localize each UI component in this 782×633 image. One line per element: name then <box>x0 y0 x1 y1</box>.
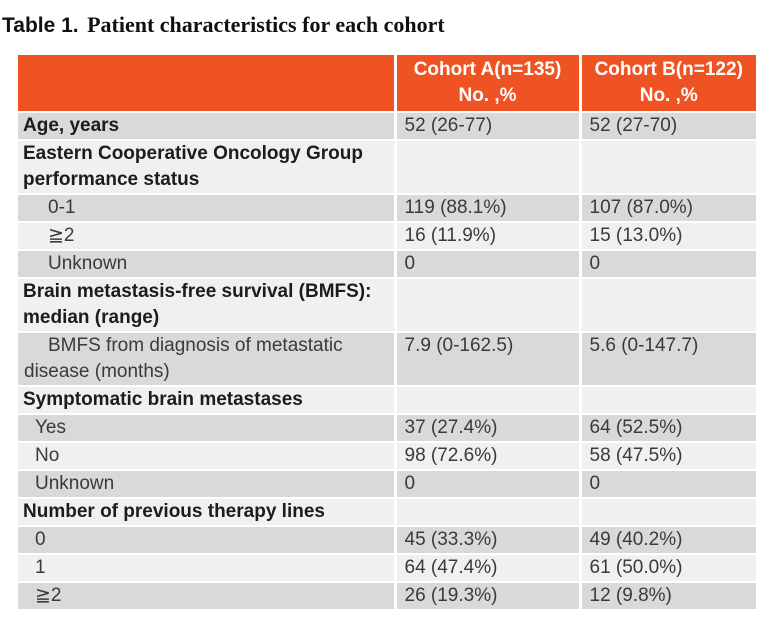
row-label-cell: Symptomatic brain metastases <box>18 386 395 415</box>
row-label-cell: BMFS from diagnosis of metastatic diseas… <box>18 332 395 387</box>
cohort-b-value-cell <box>578 386 756 415</box>
cohort-b-header-title: Cohort B(n=122) <box>594 59 743 80</box>
cohort-b-value-cell: 0 <box>578 470 756 499</box>
cohort-b-value-cell: 64 (52.5%) <box>578 414 756 443</box>
table-row-symptomatic-section: Symptomatic brain metastases <box>18 386 756 415</box>
cohort-b-value-cell: 5.6 (0-147.7) <box>578 332 756 387</box>
cohort-b-header: Cohort B(n=122) No. ,% <box>578 55 756 113</box>
cohort-a-value-cell <box>393 140 580 195</box>
cohort-b-value-cell <box>578 278 756 333</box>
table-row-therapy-0: 0 45 (33.3%) 49 (40.2%) <box>18 526 756 555</box>
cohort-a-value-cell: 16 (11.9%) <box>393 222 580 251</box>
cohort-b-value-cell: 0 <box>578 250 756 279</box>
cohort-a-value-cell: 52 (26-77) <box>393 112 580 141</box>
cohort-a-value-cell: 0 <box>393 250 580 279</box>
cohort-b-value-cell <box>578 498 756 527</box>
header-row: Cohort A(n=135) No. ,% Cohort B(n=122) N… <box>18 55 756 113</box>
cohort-a-value-cell: 119 (88.1%) <box>393 194 580 223</box>
table-row-bmfs-section: Brain metastasis-free survival (BMFS): m… <box>18 278 756 333</box>
table-row-therapy-section: Number of previous therapy lines <box>18 498 756 527</box>
cohort-a-header: Cohort A(n=135) No. ,% <box>393 55 580 113</box>
row-label-cell: Brain metastasis-free survival (BMFS): m… <box>18 278 395 333</box>
cohort-b-header-unit: No. ,% <box>639 85 698 106</box>
cohort-a-value-cell <box>393 498 580 527</box>
cohort-b-value-cell: 12 (9.8%) <box>578 582 756 611</box>
cohort-b-value-cell: 107 (87.0%) <box>578 194 756 223</box>
table-row-symptomatic-unknown: Unknown 0 0 <box>18 470 756 499</box>
table-row-ecog-unknown: Unknown 0 0 <box>18 250 756 279</box>
cohort-a-value-cell: 37 (27.4%) <box>393 414 580 443</box>
cohort-a-value-cell: 98 (72.6%) <box>393 442 580 471</box>
table-row-ecog-0-1: 0-1 119 (88.1%) 107 (87.0%) <box>18 194 756 223</box>
cohort-b-value-cell <box>578 140 756 195</box>
cohort-a-header-unit: No. ,% <box>458 85 517 106</box>
row-label-cell: ≧2 <box>18 222 395 251</box>
table-row-ecog-section: Eastern Cooperative Oncology Group perfo… <box>18 140 756 195</box>
row-label-cell: Number of previous therapy lines <box>18 498 395 527</box>
row-label-cell: 0-1 <box>18 194 395 223</box>
cohort-a-value-cell: 26 (19.3%) <box>393 582 580 611</box>
cohort-b-value-cell: 61 (50.0%) <box>578 554 756 583</box>
row-label-cell: No <box>18 442 395 471</box>
row-label-cell: Eastern Cooperative Oncology Group perfo… <box>18 140 395 195</box>
cohort-a-value-cell: 64 (47.4%) <box>393 554 580 583</box>
table-row-symptomatic-no: No 98 (72.6%) 58 (47.5%) <box>18 442 756 471</box>
cohort-a-value-cell <box>393 278 580 333</box>
cohort-a-value-cell <box>393 386 580 415</box>
table-row-ecog-ge2: ≧2 16 (11.9%) 15 (13.0%) <box>18 222 756 251</box>
title-prefix: Table 1. <box>2 14 79 37</box>
cohort-a-value-cell: 7.9 (0-162.5) <box>393 332 580 387</box>
cohort-b-value-cell: 58 (47.5%) <box>578 442 756 471</box>
cohort-a-value-cell: 45 (33.3%) <box>393 526 580 555</box>
table-row-age: Age, years 52 (26-77) 52 (27-70) <box>18 112 756 141</box>
table-title: Table 1. Patient characteristics for eac… <box>2 12 445 38</box>
table-row-therapy-ge2: ≧2 26 (19.3%) 12 (9.8%) <box>18 582 756 611</box>
row-label-cell: Yes <box>18 414 395 443</box>
table-row-symptomatic-yes: Yes 37 (27.4%) 64 (52.5%) <box>18 414 756 443</box>
row-label-cell: Unknown <box>18 250 395 279</box>
cohort-a-header-title: Cohort A(n=135) <box>413 59 562 80</box>
cohort-b-value-cell: 15 (13.0%) <box>578 222 756 251</box>
header-empty-cell <box>18 55 395 113</box>
title-text: Patient characteristics for each cohort <box>87 12 445 37</box>
cohort-b-value-cell: 52 (27-70) <box>578 112 756 141</box>
row-label-cell: Age, years <box>18 112 395 141</box>
row-label-cell: 1 <box>18 554 395 583</box>
row-label-cell: ≧2 <box>18 582 395 611</box>
cohort-a-value-cell: 0 <box>393 470 580 499</box>
table-row-therapy-1: 1 64 (47.4%) 61 (50.0%) <box>18 554 756 583</box>
patient-characteristics-table: Cohort A(n=135) No. ,% Cohort B(n=122) N… <box>18 55 756 611</box>
row-label-cell: 0 <box>18 526 395 555</box>
table-row-bmfs-diagnosis: BMFS from diagnosis of metastatic diseas… <box>18 332 756 387</box>
cohort-b-value-cell: 49 (40.2%) <box>578 526 756 555</box>
row-label-cell: Unknown <box>18 470 395 499</box>
